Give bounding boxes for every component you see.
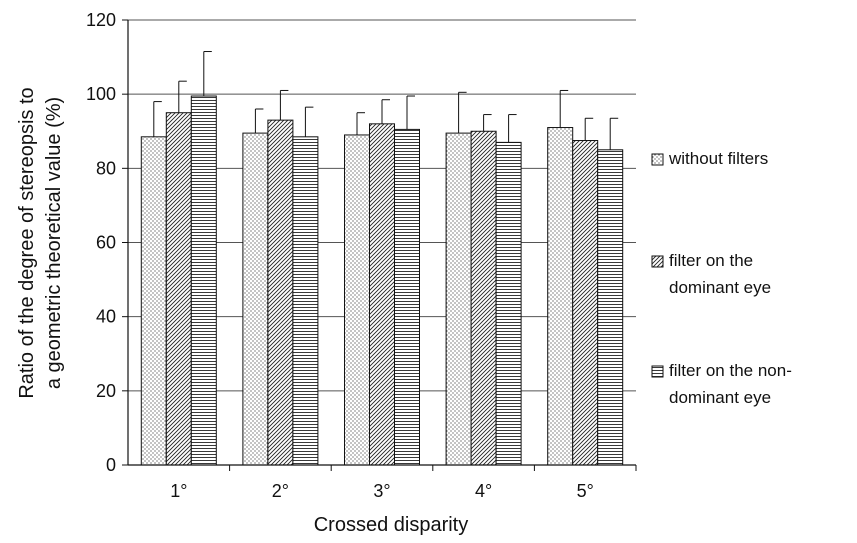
bar: [394, 128, 420, 466]
legend-swatch: [651, 153, 664, 166]
x-tick-label: 1°: [170, 481, 187, 501]
legend-label: filter on the: [669, 251, 753, 270]
bar: [140, 136, 167, 466]
bar: [547, 127, 574, 466]
bar: [572, 140, 599, 466]
x-tick-label: 4°: [475, 481, 492, 501]
legend-swatch: [651, 255, 664, 268]
bar: [344, 134, 370, 466]
bar: [165, 112, 192, 466]
legend-label: dominant eye: [669, 278, 771, 297]
y-tick-label: 20: [96, 381, 116, 401]
x-tick-label: 3°: [373, 481, 390, 501]
y-tick-label: 100: [86, 84, 116, 104]
bar: [292, 136, 319, 466]
legend: without filters filter on the dominant eye…: [651, 149, 792, 407]
bars: [140, 51, 624, 466]
y-axis-title: Ratio of the degree of stereopsis to a g…: [16, 87, 65, 398]
bar: [470, 130, 497, 466]
bar: [267, 119, 294, 466]
legend-label: filter on the non-: [669, 361, 792, 380]
bar: [445, 132, 472, 466]
y-axis-title-line-1: Ratio of the degree of stereopsis to: [16, 87, 38, 398]
y-tick-label: 0: [106, 455, 116, 475]
y-tick-label: 40: [96, 307, 116, 327]
bar: [242, 132, 269, 466]
axes: 0 20 40 60 80 100 120 1° 2° 3° 4° 5°: [86, 10, 637, 501]
legend-label: without filters: [668, 149, 768, 168]
bar: [190, 95, 217, 466]
x-tick-label: 2°: [272, 481, 289, 501]
legend-label: dominant eye: [669, 388, 771, 407]
y-axis-title-line-2: a geometric theoretical value (%): [43, 97, 65, 389]
y-tick-label: 80: [96, 158, 116, 178]
x-tick-label: 5°: [577, 481, 594, 501]
y-tick-label: 120: [86, 10, 116, 30]
bar: [597, 149, 624, 466]
y-tick-label: 60: [96, 233, 116, 253]
bar: [369, 123, 395, 466]
legend-swatch: [651, 365, 664, 378]
x-axis-title: Crossed disparity: [314, 514, 469, 536]
bar: [495, 141, 522, 466]
